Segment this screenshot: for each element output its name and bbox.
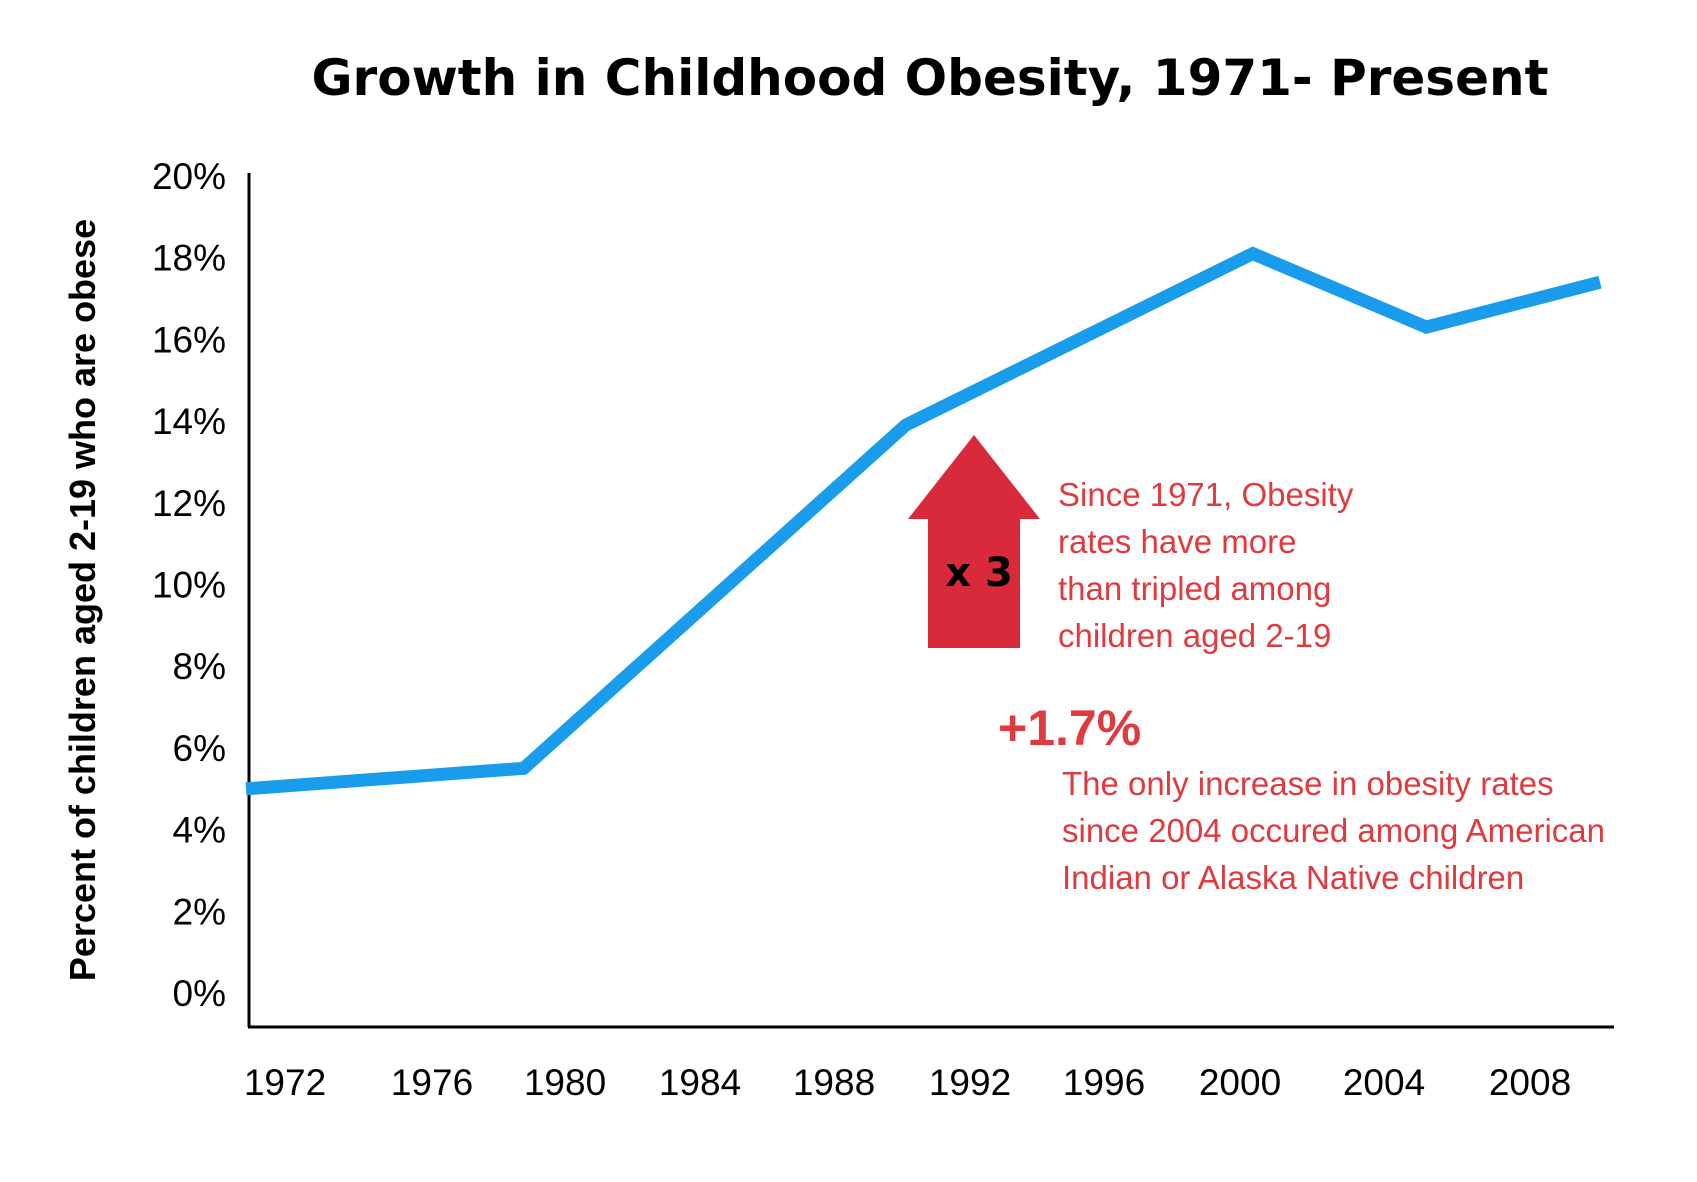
x-tick-label: 1976	[391, 1062, 473, 1103]
y-tick-label: 8%	[173, 646, 226, 687]
x-tick-label: 1980	[524, 1062, 606, 1103]
y-axis-label: Percent of children aged 2-19 who are ob…	[62, 219, 103, 981]
tripled-text-line: Since 1971, Obesity	[1058, 476, 1354, 513]
tripled-text-line: children aged 2-19	[1058, 617, 1331, 654]
x-tick-label: 2004	[1343, 1062, 1425, 1103]
y-tick-label: 14%	[152, 401, 226, 442]
x-tick-label: 2008	[1489, 1062, 1571, 1103]
increase-annotation: +1.7% The only increase in obesity rates…	[998, 700, 1605, 896]
x-tick-label: 1988	[793, 1062, 875, 1103]
increase-text-line: Indian or Alaska Native children	[1062, 859, 1524, 896]
x-tick-label: 1972	[244, 1062, 326, 1103]
y-tick-label: 2%	[173, 891, 226, 932]
y-tick-label: 16%	[152, 319, 226, 360]
y-tick-label: 20%	[152, 156, 226, 197]
y-tick-label: 18%	[152, 238, 226, 279]
x-tick-label: 1984	[659, 1062, 741, 1103]
increase-text-line: The only increase in obesity rates	[1062, 765, 1554, 802]
tripled-text-line: rates have more	[1058, 523, 1296, 560]
x-tick-label: 2000	[1199, 1062, 1281, 1103]
arrow-label: x 3	[945, 550, 1013, 596]
y-tick-label: 4%	[173, 810, 226, 851]
tripled-text-line: than tripled among	[1058, 570, 1331, 607]
chart-title: Growth in Childhood Obesity, 1971- Prese…	[312, 49, 1549, 107]
tripled-annotation: x 3 Since 1971, Obesity rates have more …	[908, 435, 1354, 654]
x-tick-label: 1996	[1063, 1062, 1145, 1103]
series-line	[245, 246, 1602, 796]
increase-value: +1.7%	[998, 700, 1141, 756]
x-tick-label: 1992	[929, 1062, 1011, 1103]
y-tick-label: 12%	[152, 483, 226, 524]
x-tick-labels: 1972 1976 1980 1984 1988 1992 1996 2000 2004 2008	[244, 1062, 1571, 1103]
y-tick-label: 0%	[173, 973, 226, 1014]
y-tick-label: 6%	[173, 728, 226, 769]
y-tick-label: 10%	[152, 565, 226, 606]
y-tick-labels: 0% 2% 4% 6% 8% 10% 12% 14% 16% 18% 20%	[152, 156, 226, 1014]
up-arrow-icon	[908, 435, 1040, 648]
increase-text-line: since 2004 occured among American	[1062, 812, 1605, 849]
